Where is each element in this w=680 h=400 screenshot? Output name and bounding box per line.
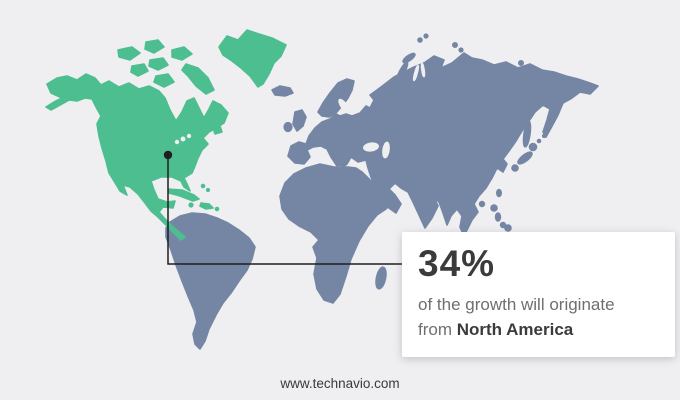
victoria-island-shape	[153, 73, 175, 88]
arctic-islet	[451, 41, 458, 48]
newfoundland-shape	[212, 125, 223, 135]
arctic-islet	[458, 47, 464, 53]
footer-url: www.technavio.com	[280, 376, 400, 391]
callout-card: 34% of the growth will originate from No…	[402, 232, 675, 357]
africa-shape	[279, 163, 393, 304]
hispaniola-shape	[199, 202, 214, 210]
location-marker-dot	[163, 150, 173, 160]
baltic-sea-shape	[338, 98, 350, 114]
svalbard-islet	[417, 37, 423, 43]
caribbean-islet	[214, 206, 220, 212]
callout-region-name: North America	[456, 319, 574, 339]
callout-description-line2-prefix: from	[418, 319, 457, 339]
south-america-shape	[165, 212, 256, 350]
greenland-shape	[218, 29, 287, 88]
north-america-group	[45, 29, 287, 241]
kuril-islet	[536, 138, 542, 144]
arctic-island-shape	[130, 63, 149, 77]
hokkaido-shape	[528, 142, 538, 152]
hainan-shape	[478, 200, 486, 208]
svalbard-islet	[423, 33, 429, 39]
madagascar-shape	[375, 266, 387, 290]
honshu-shape	[517, 151, 533, 165]
ob-gulf-shape	[412, 64, 420, 82]
north-america-shape	[45, 73, 229, 241]
arctic-islet	[517, 59, 524, 66]
callout-value: 34%	[418, 243, 496, 284]
great-britain-shape	[292, 109, 307, 132]
philippines-islet	[494, 212, 502, 222]
kuril-islet	[541, 133, 547, 139]
philippines-islet	[490, 204, 498, 212]
great-lake-shape	[174, 139, 180, 145]
caspian-sea-shape	[382, 141, 390, 159]
sakhalin-shape	[522, 120, 532, 148]
cuba-shape	[167, 188, 200, 202]
great-lake-shape	[180, 136, 186, 142]
bahamas-islet	[205, 187, 211, 193]
inland-water-cutouts	[174, 62, 426, 159]
jamaica-islet	[188, 202, 194, 208]
world-landmass	[165, 33, 599, 350]
borneo-tip-shape	[504, 224, 512, 232]
kyushu-shape	[511, 164, 519, 172]
callout-connector-group	[163, 150, 402, 265]
iceland-shape	[271, 85, 294, 97]
ireland-shape	[283, 121, 293, 133]
taiwan-shape	[495, 188, 502, 198]
scandinavia-shape	[317, 78, 355, 118]
callout-description-line1: of the growth will originate	[418, 294, 615, 314]
arctic-islet	[524, 65, 530, 71]
great-lake-shape	[186, 133, 192, 139]
arctic-island-shape	[148, 57, 169, 71]
callout-description: of the growth will originate from North …	[418, 292, 665, 342]
novaya-zemlya-north-shape	[402, 52, 416, 64]
connector-line	[167, 157, 402, 265]
black-sea-shape	[363, 142, 379, 152]
philippines-islet	[499, 221, 507, 229]
arctic-island-shape	[171, 46, 193, 61]
arctic-island-shape	[144, 39, 165, 54]
ob-gulf-shape	[420, 62, 426, 78]
bahamas-islet	[200, 183, 206, 189]
baffin-island-shape	[181, 63, 215, 95]
arctic-island-shape	[117, 46, 141, 61]
